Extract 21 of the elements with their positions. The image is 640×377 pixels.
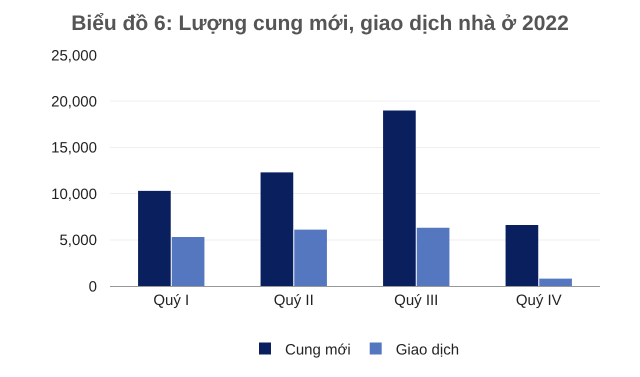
- x-tick-label: Quý III: [394, 292, 438, 309]
- y-tick-label: 10,000: [51, 186, 97, 203]
- x-tick-label: Quý II: [274, 292, 314, 309]
- bar: [539, 278, 572, 286]
- bar: [260, 172, 294, 286]
- y-tick-label: 25,000: [51, 47, 97, 64]
- bar: [506, 225, 538, 286]
- legend-label: Giao dịch: [396, 341, 460, 358]
- y-tick-label: 20,000: [51, 93, 97, 110]
- bar: [383, 110, 416, 286]
- bar: [294, 230, 327, 286]
- y-tick-label: 5,000: [59, 232, 97, 250]
- bar: [172, 237, 204, 286]
- bar: [138, 190, 171, 286]
- y-tick-label: 15,000: [51, 140, 97, 157]
- x-tick-label: Quý I: [153, 292, 190, 309]
- legend-label: Cung mới: [285, 341, 351, 358]
- x-tick-label: Quý IV: [516, 292, 562, 309]
- chart-title: Biểu đồ 6: Lượng cung mới, giao dịch nhà ở 2022: [71, 12, 569, 35]
- bar: [416, 228, 450, 286]
- y-tick-label: 0: [88, 278, 97, 296]
